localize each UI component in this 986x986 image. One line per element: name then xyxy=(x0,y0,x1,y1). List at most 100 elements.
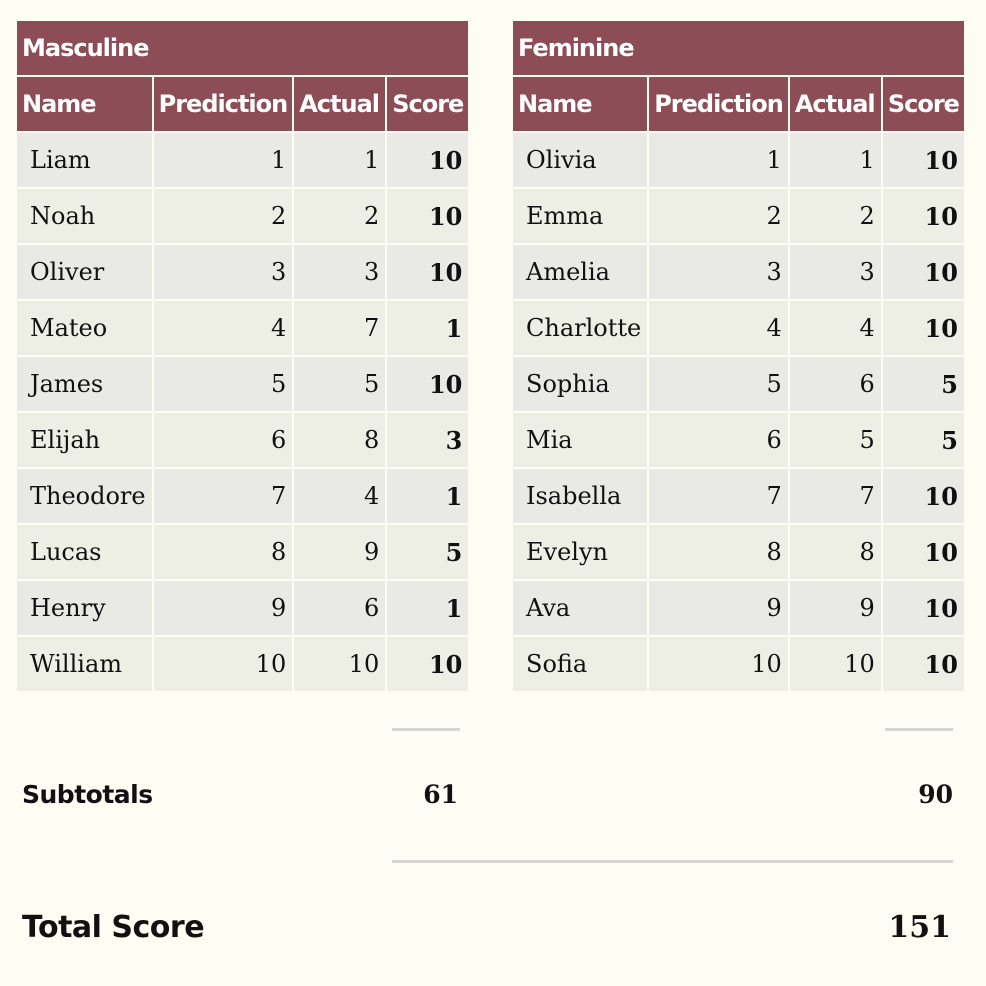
cell-name: Theodore xyxy=(17,469,152,523)
cell-score: 1 xyxy=(387,469,469,523)
cell-name: Oliver xyxy=(17,245,152,299)
cell-actual: 2 xyxy=(789,189,881,243)
cell-actual: 8 xyxy=(789,525,881,579)
table-row: Lucas 8 9 5 xyxy=(17,525,469,579)
cell-score: 10 xyxy=(882,469,964,523)
cell-prediction: 5 xyxy=(649,357,788,411)
cell-score: 5 xyxy=(387,525,469,579)
cell-actual: 9 xyxy=(789,581,881,635)
masculine-title: Masculine xyxy=(17,21,469,75)
cell-actual: 7 xyxy=(294,301,386,355)
cell-score: 1 xyxy=(387,581,469,635)
table-row: Olivia 1 1 10 xyxy=(513,133,964,187)
table-row: Mateo 4 7 1 xyxy=(17,301,469,355)
cell-actual: 3 xyxy=(789,245,881,299)
total-score-value: 151 xyxy=(888,910,951,945)
cell-actual: 4 xyxy=(294,469,386,523)
subtotal-rule-masculine xyxy=(392,728,460,731)
cell-name: James xyxy=(17,357,152,411)
subtotals-label: Subtotals xyxy=(22,780,153,809)
column-header-actual: Actual xyxy=(294,77,386,131)
cell-actual: 10 xyxy=(294,637,386,691)
cell-score: 10 xyxy=(387,133,469,187)
cell-score: 10 xyxy=(882,581,964,635)
cell-score: 1 xyxy=(387,301,469,355)
table-row: Liam 1 1 10 xyxy=(17,133,469,187)
cell-prediction: 6 xyxy=(153,413,293,467)
feminine-title: Feminine xyxy=(513,21,964,75)
column-header-name: Name xyxy=(17,77,152,131)
cell-name: Lucas xyxy=(17,525,152,579)
cell-name: Sophia xyxy=(513,357,648,411)
feminine-table: Feminine Name Prediction Actual Score Ol… xyxy=(511,19,966,693)
column-header-name: Name xyxy=(513,77,648,131)
subtotal-rule-feminine xyxy=(885,728,953,731)
cell-actual: 8 xyxy=(294,413,386,467)
cell-prediction: 10 xyxy=(153,637,293,691)
cell-prediction: 2 xyxy=(649,189,788,243)
cell-prediction: 6 xyxy=(649,413,788,467)
cell-prediction: 1 xyxy=(153,133,293,187)
cell-prediction: 7 xyxy=(153,469,293,523)
table-row: Evelyn 8 8 10 xyxy=(513,525,964,579)
cell-actual: 6 xyxy=(294,581,386,635)
cell-prediction: 3 xyxy=(153,245,293,299)
cell-name: Charlotte xyxy=(513,301,648,355)
cell-prediction: 1 xyxy=(649,133,788,187)
table-row: Mia 6 5 5 xyxy=(513,413,964,467)
table-row: Charlotte 4 4 10 xyxy=(513,301,964,355)
table-row: William 10 10 10 xyxy=(17,637,469,691)
cell-score: 5 xyxy=(882,413,964,467)
cell-actual: 6 xyxy=(789,357,881,411)
column-header-score: Score xyxy=(882,77,964,131)
cell-score: 10 xyxy=(882,301,964,355)
cell-actual: 3 xyxy=(294,245,386,299)
cell-name: Mateo xyxy=(17,301,152,355)
cell-actual: 10 xyxy=(789,637,881,691)
cell-name: Olivia xyxy=(513,133,648,187)
cell-name: Isabella xyxy=(513,469,648,523)
table-row: James 5 5 10 xyxy=(17,357,469,411)
table-row: Oliver 3 3 10 xyxy=(17,245,469,299)
cell-actual: 5 xyxy=(789,413,881,467)
cell-prediction: 5 xyxy=(153,357,293,411)
cell-score: 10 xyxy=(387,637,469,691)
cell-name: Ava xyxy=(513,581,648,635)
table-row: Ava 9 9 10 xyxy=(513,581,964,635)
column-header-actual: Actual xyxy=(789,77,881,131)
cell-prediction: 8 xyxy=(649,525,788,579)
cell-actual: 5 xyxy=(294,357,386,411)
cell-actual: 1 xyxy=(789,133,881,187)
cell-prediction: 9 xyxy=(153,581,293,635)
table-row: Noah 2 2 10 xyxy=(17,189,469,243)
cell-prediction: 4 xyxy=(649,301,788,355)
table-row: Amelia 3 3 10 xyxy=(513,245,964,299)
cell-score: 10 xyxy=(387,245,469,299)
cell-name: Mia xyxy=(513,413,648,467)
cell-prediction: 2 xyxy=(153,189,293,243)
cell-score: 10 xyxy=(882,637,964,691)
cell-actual: 7 xyxy=(789,469,881,523)
cell-prediction: 7 xyxy=(649,469,788,523)
feminine-subtotal: 90 xyxy=(918,780,953,809)
column-header-score: Score xyxy=(387,77,469,131)
table-row: Elijah 6 8 3 xyxy=(17,413,469,467)
cell-actual: 2 xyxy=(294,189,386,243)
cell-score: 10 xyxy=(387,357,469,411)
masculine-table: Masculine Name Prediction Actual Score L… xyxy=(15,19,470,693)
cell-name: Emma xyxy=(513,189,648,243)
cell-name: Sofia xyxy=(513,637,648,691)
cell-score: 10 xyxy=(882,133,964,187)
cell-prediction: 8 xyxy=(153,525,293,579)
table-row: Henry 9 6 1 xyxy=(17,581,469,635)
column-header-prediction: Prediction xyxy=(649,77,788,131)
cell-prediction: 9 xyxy=(649,581,788,635)
cell-score: 10 xyxy=(387,189,469,243)
cell-name: William xyxy=(17,637,152,691)
table-row: Sophia 5 6 5 xyxy=(513,357,964,411)
cell-prediction: 3 xyxy=(649,245,788,299)
cell-name: Elijah xyxy=(17,413,152,467)
table-row: Emma 2 2 10 xyxy=(513,189,964,243)
table-row: Isabella 7 7 10 xyxy=(513,469,964,523)
cell-score: 5 xyxy=(882,357,964,411)
